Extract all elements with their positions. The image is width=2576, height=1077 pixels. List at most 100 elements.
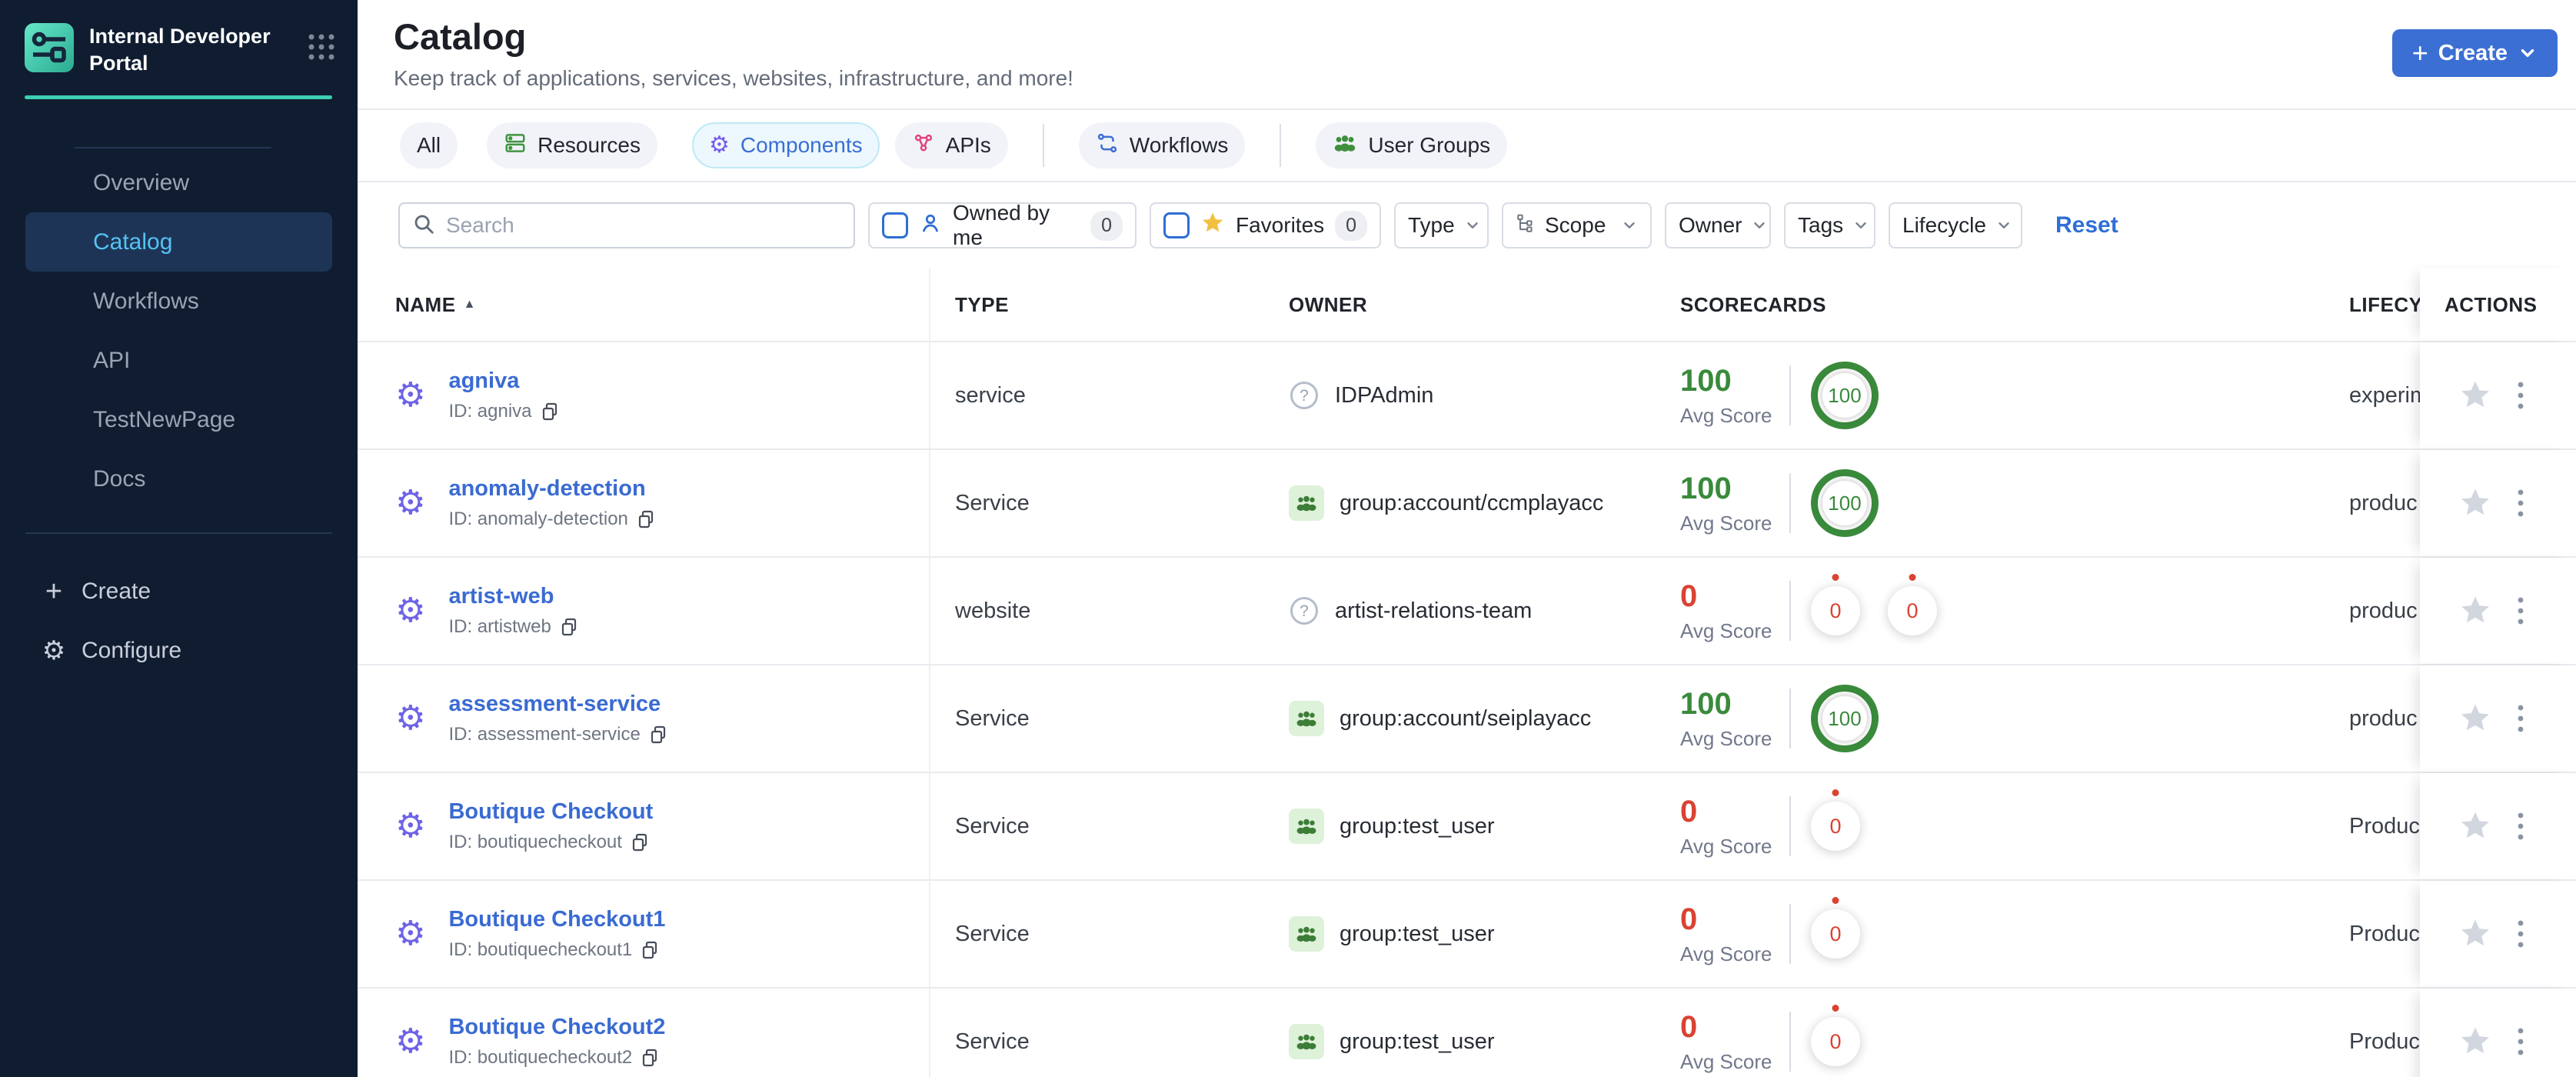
sidebar-item-overview[interactable]: Overview (93, 169, 190, 195)
tab-workflows[interactable]: Workflows (1078, 122, 1246, 168)
type-cell: Service (955, 705, 1030, 731)
chevron-down-icon (2518, 43, 2538, 63)
group-owner-icon (1289, 1024, 1324, 1059)
tags-filter-dropdown[interactable]: Tags (1784, 202, 1875, 248)
scorecards-cell: 0 Avg Score 0 (1680, 989, 2349, 1077)
table-header: NAME ▲ TYPE OWNER SCORECARDS LIFECYC ACT… (358, 268, 2576, 341)
kind-tabs: All Resources ⚙ Components (358, 110, 2576, 182)
favorite-star-icon[interactable] (2458, 486, 2492, 520)
tab-divider (1042, 124, 1044, 167)
kebab-menu-icon[interactable] (2517, 488, 2524, 518)
scorecard-gauge: 0 (1811, 802, 1860, 851)
kebab-menu-icon[interactable] (2517, 703, 2524, 734)
copy-icon[interactable] (631, 833, 648, 852)
lifecycle-filter-dropdown[interactable]: Lifecycle (1889, 202, 2022, 248)
avg-score-label: Avg Score (1680, 726, 1772, 750)
tab-all[interactable]: All (400, 122, 458, 168)
column-header-type: TYPE (955, 292, 1009, 316)
component-name-link[interactable]: anomaly-detection (448, 476, 646, 501)
component-name-link[interactable]: agniva (448, 368, 520, 393)
favorites-checkbox[interactable] (1163, 212, 1190, 238)
favorite-star-icon[interactable] (2458, 917, 2492, 951)
kebab-menu-icon[interactable] (2517, 595, 2524, 626)
owner-cell: ? IDPAdmin (1289, 342, 1680, 448)
sidebar-configure-button[interactable]: ⚙ Configure (0, 621, 358, 680)
table-row: ⚙ assessment-service ID: assessment-serv… (358, 664, 2576, 772)
tab-apis[interactable]: APIs (894, 122, 1008, 168)
kebab-menu-icon[interactable] (2517, 1026, 2524, 1057)
tab-resources[interactable]: Resources (487, 122, 657, 168)
unknown-owner-icon: ? (1289, 595, 1320, 626)
reset-filters-link[interactable]: Reset (2055, 212, 2118, 238)
component-name-link[interactable]: Boutique Checkout1 (448, 907, 666, 932)
copy-icon[interactable] (641, 1049, 658, 1067)
scope-filter-dropdown[interactable]: Scope (1502, 202, 1652, 248)
owned-by-me-checkbox[interactable] (882, 212, 908, 238)
kebab-menu-icon[interactable] (2517, 811, 2524, 842)
score-divider (1789, 365, 1791, 425)
column-header-lifecycle: LIFECYC (2349, 292, 2420, 316)
score-divider (1789, 1012, 1791, 1072)
tab-components[interactable]: ⚙ Components (691, 122, 880, 168)
sort-asc-icon: ▲ (463, 298, 476, 311)
favorite-star-icon[interactable] (2458, 594, 2492, 628)
sidebar-create-label: Create (82, 578, 151, 604)
create-button-label: Create (2438, 40, 2508, 65)
favorite-star-icon[interactable] (2458, 809, 2492, 843)
kebab-menu-icon[interactable] (2517, 919, 2524, 949)
copy-icon[interactable] (637, 510, 654, 528)
favorite-star-icon[interactable] (2458, 378, 2492, 412)
component-name-link[interactable]: Boutique Checkout2 (448, 1015, 666, 1039)
kebab-menu-icon[interactable] (2517, 380, 2524, 411)
sidebar-item-api[interactable]: API (93, 347, 131, 373)
component-gear-icon: ⚙ (395, 484, 426, 522)
owned-by-me-filter[interactable]: Owned by me 0 (868, 201, 1137, 249)
sidebar-item-testnewpage[interactable]: TestNewPage (93, 406, 236, 432)
avg-score-value: 100 (1680, 363, 1732, 398)
create-button[interactable]: + Create (2391, 29, 2558, 77)
name-cell: ⚙ anomaly-detection ID: anomaly-detectio… (358, 450, 930, 556)
sidebar-create-button[interactable]: + Create (0, 562, 358, 621)
favorites-filter[interactable]: Favorites 0 (1150, 202, 1381, 248)
page-subtitle: Keep track of applications, services, we… (394, 66, 1073, 90)
actions-cell (2420, 450, 2576, 556)
score-divider (1789, 796, 1791, 856)
copy-icon[interactable] (641, 941, 658, 959)
scorecards-cell: 0 Avg Score 0 0 (1680, 558, 2349, 664)
column-header-owner: OWNER (1289, 292, 1368, 316)
sidebar-divider (25, 532, 332, 535)
type-filter-dropdown[interactable]: Type (1394, 202, 1489, 248)
lifecycle-cell: produc (2349, 705, 2418, 731)
tab-user-groups[interactable]: User Groups (1316, 122, 1508, 168)
component-name-link[interactable]: Boutique Checkout (448, 799, 654, 824)
scorecards-cell: 100 Avg Score 100 (1680, 665, 2349, 772)
copy-icon[interactable] (541, 402, 558, 421)
actions-cell (2420, 773, 2576, 879)
scorecard-gauge: 100 (1811, 469, 1879, 537)
favorite-star-icon[interactable] (2458, 1025, 2492, 1059)
copy-icon[interactable] (561, 618, 577, 636)
plus-icon: + (45, 575, 63, 608)
component-id: ID: boutiquecheckout (448, 832, 622, 852)
type-cell: service (955, 382, 1026, 408)
search-input[interactable] (446, 213, 841, 238)
apps-grid-icon[interactable] (305, 31, 338, 67)
component-name-link[interactable]: assessment-service (448, 692, 661, 716)
components-gear-icon: ⚙ (708, 132, 730, 158)
gear-icon: ⚙ (42, 635, 66, 665)
sidebar-item-workflows[interactable]: Workflows (93, 288, 199, 314)
component-name-link[interactable]: artist-web (448, 584, 554, 609)
sidebar-item-catalog[interactable]: Catalog (25, 212, 332, 272)
copy-icon[interactable] (650, 725, 667, 744)
owner-filter-dropdown[interactable]: Owner (1665, 202, 1771, 248)
avg-score-label: Avg Score (1680, 942, 1772, 965)
avg-score-label: Avg Score (1680, 834, 1772, 858)
favorite-star-icon[interactable] (2458, 702, 2492, 735)
group-owner-icon (1289, 485, 1324, 521)
avg-score-value: 0 (1680, 1009, 1698, 1044)
column-header-name[interactable]: NAME ▲ (358, 268, 930, 341)
sidebar-item-docs[interactable]: Docs (93, 465, 146, 492)
avg-score-label: Avg Score (1680, 403, 1772, 427)
tab-components-label: Components (740, 133, 863, 157)
